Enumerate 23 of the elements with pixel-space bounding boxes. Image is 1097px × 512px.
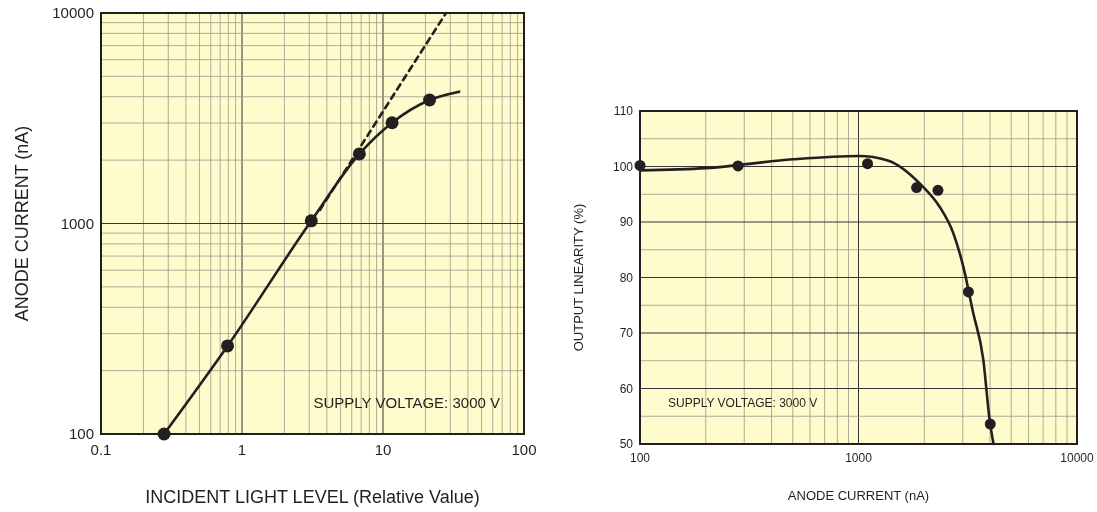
y-axis-title: ANODE CURRENT (nA)	[12, 125, 33, 322]
y-tick-label: 70	[619, 326, 634, 341]
y-tick-label: 100	[68, 425, 94, 443]
y-tick-label: 50	[619, 437, 634, 452]
y-tick-label: 60	[619, 381, 634, 396]
x-axis-title: ANODE CURRENT (nA)	[787, 488, 930, 503]
y-tick-label: 1000	[60, 214, 94, 232]
x-tick-label: 1	[237, 441, 247, 458]
x-tick-label: 10000	[1060, 451, 1095, 465]
x-tick-label: 1000	[845, 451, 873, 465]
x-tick-label: 0.1	[90, 441, 112, 458]
x-tick-label: 10	[374, 441, 392, 458]
annotation: SUPPLY VOLTAGE: 3000 V	[313, 394, 500, 411]
y-tick-label: 110	[613, 104, 634, 119]
x-axis-title: INCIDENT LIGHT LEVEL (Relative Value)	[145, 487, 480, 507]
y-axis-title: OUTPUT LINEARITY (%)	[570, 203, 586, 352]
y-tick-label: 100	[612, 159, 634, 174]
y-tick-label: 80	[619, 270, 634, 285]
annotation: SUPPLY VOLTAGE: 3000 V	[668, 396, 818, 410]
y-tick-label: 10000	[52, 4, 94, 22]
y-tick-label: 90	[619, 215, 634, 230]
x-tick-label: 100	[629, 451, 651, 465]
x-tick-label: 100	[511, 441, 537, 458]
